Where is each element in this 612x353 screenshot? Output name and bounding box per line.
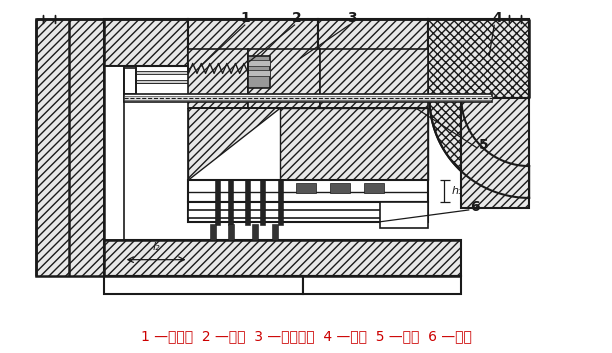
Bar (188, 19, 318, 66)
Bar (320, 48, 428, 108)
Bar (215, 180, 220, 225)
Text: l₂: l₂ (152, 242, 160, 252)
Bar (248, 56, 270, 88)
Bar (278, 180, 283, 225)
Bar (296, 183, 316, 193)
Bar (318, 19, 428, 66)
Bar (248, 60, 270, 66)
Bar (104, 276, 303, 294)
Bar (228, 180, 233, 225)
Bar (211, 224, 217, 240)
Bar (136, 71, 414, 74)
Polygon shape (188, 108, 280, 180)
Bar (124, 96, 492, 100)
Bar (104, 19, 188, 66)
Bar (124, 68, 136, 94)
Text: 1 —支承板  2 —弹簧  3 —限位螺绌  4 —型芯  5 —推杆  6 —动模: 1 —支承板 2 —弹簧 3 —限位螺绌 4 —型芯 5 —推杆 6 —动模 (141, 329, 471, 343)
Text: h₁: h₁ (452, 186, 463, 196)
Bar (228, 224, 234, 240)
Bar (188, 180, 428, 202)
Bar (428, 19, 529, 98)
Text: 1: 1 (241, 11, 250, 25)
Bar (252, 224, 258, 240)
Bar (104, 66, 124, 240)
Bar (36, 19, 104, 276)
Polygon shape (280, 108, 428, 180)
Bar (188, 202, 428, 222)
Bar (188, 210, 428, 218)
Bar (124, 94, 492, 102)
Bar (245, 180, 250, 225)
Text: 4: 4 (493, 11, 502, 25)
Polygon shape (430, 98, 529, 198)
Bar (260, 180, 265, 225)
Bar (379, 202, 428, 228)
Text: 6: 6 (471, 200, 480, 214)
Bar (364, 183, 384, 193)
Bar (303, 276, 461, 294)
Bar (248, 70, 270, 76)
Bar (104, 240, 461, 276)
Bar (136, 80, 414, 83)
Bar (136, 73, 414, 83)
Text: 3: 3 (347, 11, 357, 25)
Bar (188, 48, 248, 108)
Text: 5: 5 (479, 138, 488, 152)
Bar (272, 224, 278, 240)
Bar (248, 48, 320, 108)
Bar (330, 183, 350, 193)
Bar (461, 98, 529, 208)
Text: 2: 2 (292, 11, 302, 25)
